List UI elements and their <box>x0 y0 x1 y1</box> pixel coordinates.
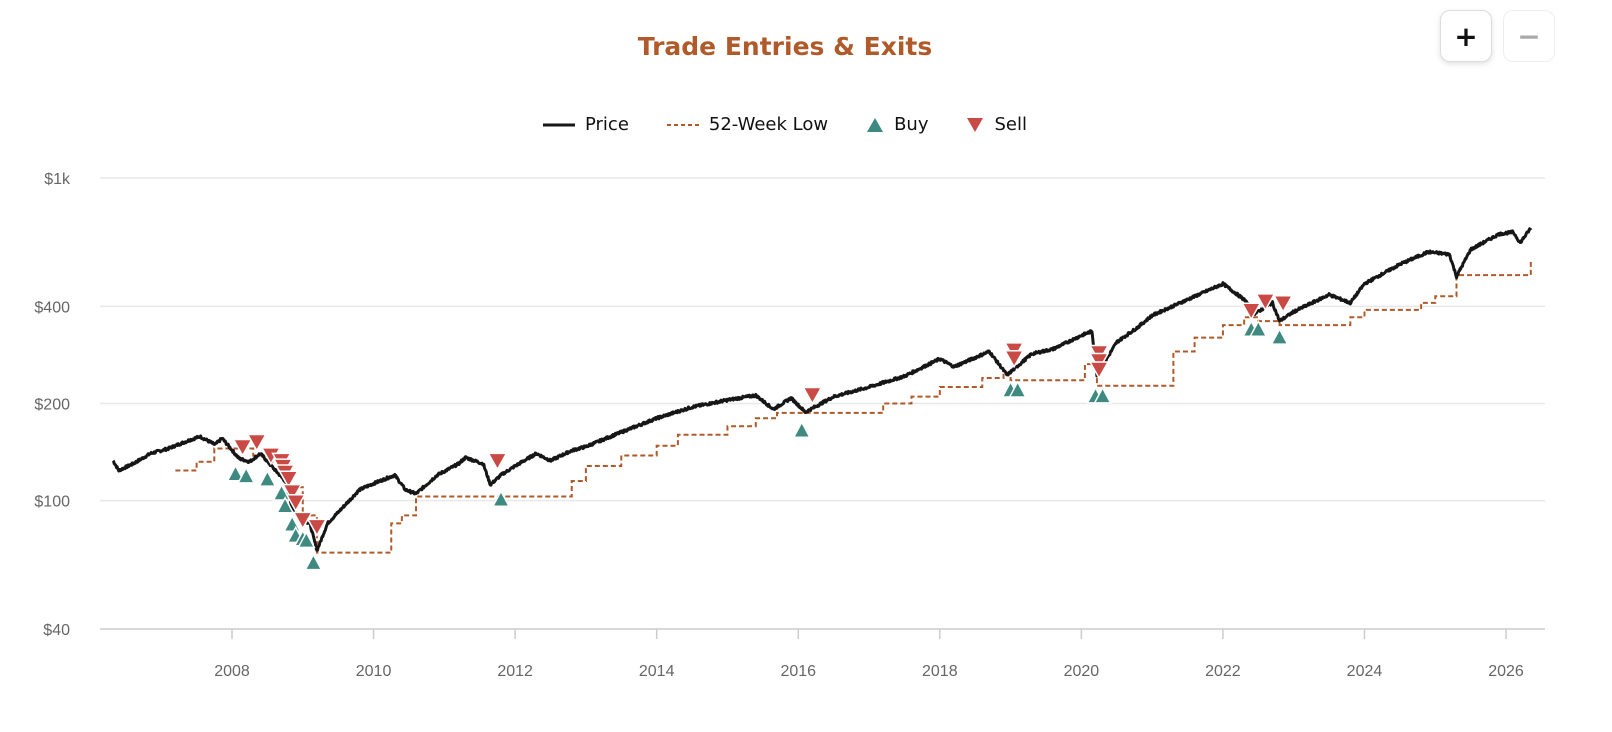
sell-marker <box>1240 302 1262 321</box>
sell-marker <box>232 438 253 458</box>
buy-marker <box>275 496 295 514</box>
dashed-line-icon <box>666 123 699 126</box>
triangle-up-icon <box>867 117 884 132</box>
sell-marker <box>274 464 296 483</box>
x-tick-label: 2014 <box>639 663 675 680</box>
buy-marker <box>1270 327 1289 345</box>
zoom-out-button[interactable]: − <box>1503 10 1555 62</box>
chart-title: Trade Entries & Exits <box>637 32 933 61</box>
sell-marker <box>1088 352 1110 371</box>
legend-item-52-week-low[interactable]: 52-Week Low <box>666 114 829 135</box>
buy-marker <box>792 420 812 439</box>
x-tick-label: 2022 <box>1205 663 1241 680</box>
series-price <box>111 227 1533 552</box>
x-tick-label: 2012 <box>497 663 533 680</box>
sell-marker <box>285 494 306 513</box>
x-tick-label: 2016 <box>780 663 816 680</box>
legend-label: 52-Week Low <box>708 114 829 135</box>
sell-marker <box>1088 344 1110 363</box>
zoom-in-button[interactable]: + <box>1440 10 1492 62</box>
legend: Price 52-Week Low Buy Sell <box>0 114 1570 135</box>
buy-marker <box>1249 319 1268 338</box>
buy-marker <box>226 464 245 482</box>
y-tick-label: $1k <box>44 171 71 188</box>
sell-marker <box>281 483 303 503</box>
sell-marker <box>1272 294 1294 314</box>
buy-marker <box>1093 386 1112 404</box>
buy-marker <box>258 469 277 487</box>
buy-marker <box>1086 386 1105 404</box>
buy-marker <box>236 466 256 484</box>
sell-marker <box>260 447 282 466</box>
series-52-week-low <box>175 259 1532 554</box>
legend-label: Sell <box>994 114 1027 135</box>
legend-item-buy[interactable]: Buy <box>866 114 928 135</box>
x-tick-label: 2020 <box>1064 663 1100 680</box>
sell-marker <box>306 518 328 537</box>
legend-item-price[interactable]: Price <box>542 114 629 135</box>
buy-marker <box>491 489 511 508</box>
sell-marker <box>1088 361 1110 380</box>
sell-marker <box>272 458 294 477</box>
sell-marker <box>1003 342 1025 361</box>
buy-marker <box>282 514 302 533</box>
x-tick-label: 2010 <box>356 663 392 680</box>
sell-marker <box>1003 349 1025 369</box>
sell-marker <box>246 433 268 453</box>
x-tick-label: 2026 <box>1488 663 1524 680</box>
buy-marker <box>304 552 323 571</box>
buy-marker <box>286 525 305 544</box>
sell-marker <box>1255 293 1276 312</box>
buy-marker <box>1008 380 1027 398</box>
y-tick-label: $40 <box>43 622 70 639</box>
triangle-down-icon <box>967 117 984 132</box>
buy-marker <box>1001 380 1020 398</box>
legend-item-sell[interactable]: Sell <box>966 114 1027 135</box>
legend-label: Price <box>584 114 629 135</box>
sell-marker <box>271 452 292 471</box>
sell-marker <box>278 470 299 489</box>
legend-label: Buy <box>894 114 929 135</box>
sell-marker <box>487 452 508 471</box>
x-tick-label: 2018 <box>922 663 958 680</box>
x-tick-label: 2008 <box>214 663 250 680</box>
y-tick-label: $400 <box>34 299 70 316</box>
buy-marker <box>1241 319 1261 338</box>
sell-marker <box>292 511 314 530</box>
y-tick-label: $100 <box>34 494 70 511</box>
y-tick-label: $200 <box>34 397 70 414</box>
buy-marker <box>272 483 291 501</box>
buy-marker <box>297 530 316 549</box>
sell-marker <box>802 386 823 406</box>
x-tick-label: 2024 <box>1347 663 1383 680</box>
solid-line-icon <box>542 123 575 126</box>
buy-marker <box>293 529 313 547</box>
